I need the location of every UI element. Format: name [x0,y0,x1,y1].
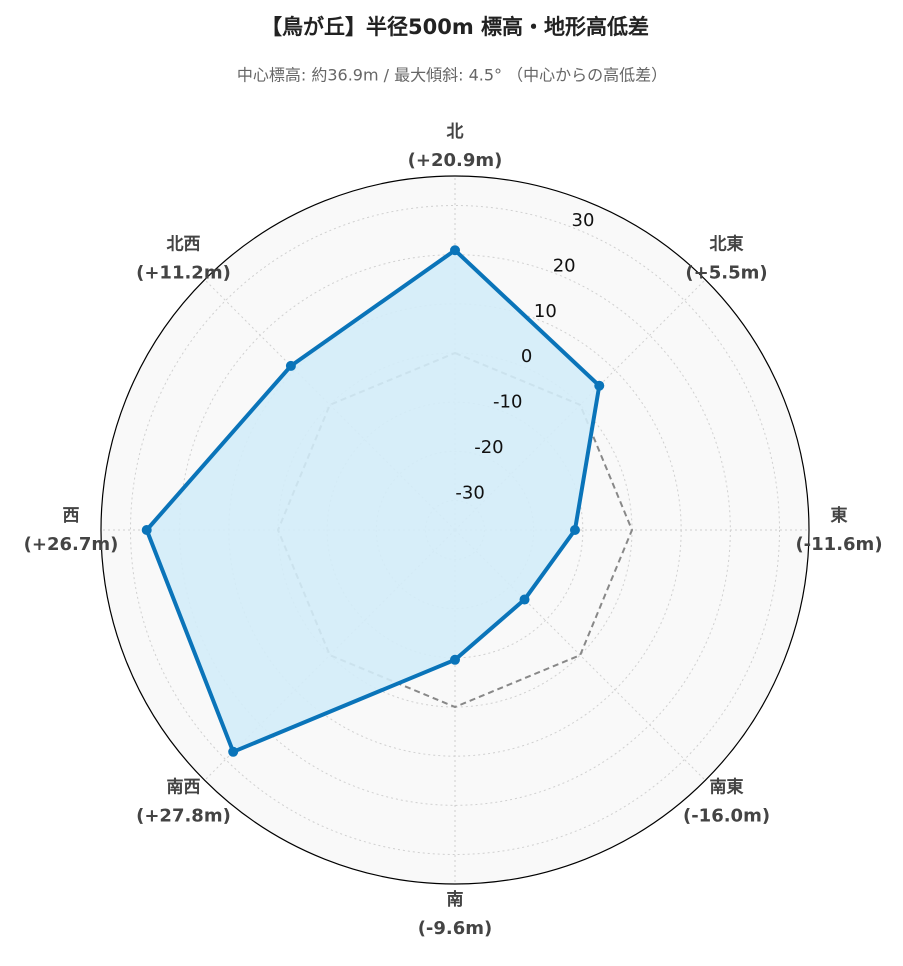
value-label: (+27.8m) [136,806,231,827]
category-label: 北西 [166,234,200,254]
category-label: 北東 [710,233,744,254]
value-label: (-11.6m) [795,534,882,555]
point [141,525,152,535]
r-tick-label: 30 [572,210,595,231]
r-tick-label: -30 [455,483,484,504]
category-label: 南西 [166,777,200,798]
outer-circle [100,175,810,885]
category-label: 南 [447,889,464,910]
grid-circle [130,205,780,855]
value-label: (+5.5m) [685,262,767,283]
point [450,654,460,665]
category-label: 北 [447,122,464,142]
category-label: 南東 [710,777,744,798]
chart-title: 【鳥が丘】半径500m 標高・地形高低差 [261,15,649,39]
category-label: 東 [831,505,848,526]
point [228,746,239,757]
point [569,525,580,535]
point [285,360,296,371]
point [519,594,530,605]
value-label: (-16.0m) [683,806,770,827]
r-tick-label: -10 [493,392,522,413]
r-tick-label: 0 [521,346,532,367]
chart-subtitle: 中心標高: 約36.9m / 最大傾斜: 4.5° （中心からの高低差） [237,66,667,85]
point [450,245,460,256]
category-label: 西 [63,506,80,526]
r-tick-label: -20 [474,437,503,458]
r-tick-label: 20 [553,255,576,276]
point [594,380,605,391]
r-tick-label: 10 [534,301,557,322]
grid-spoke [454,529,706,781]
value-label: (-9.6m) [418,918,493,939]
value-label: (+20.9m) [408,150,503,171]
value-label: (+26.7m) [24,534,119,555]
value-label: (+11.2m) [136,262,231,283]
